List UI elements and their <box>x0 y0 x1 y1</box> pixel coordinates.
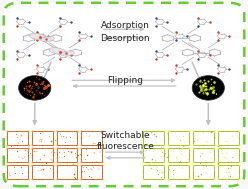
Bar <box>7 131 28 145</box>
Bar <box>7 165 28 179</box>
Ellipse shape <box>29 33 46 40</box>
Bar <box>57 165 77 179</box>
Bar <box>193 165 214 179</box>
Bar <box>143 148 164 162</box>
Bar <box>168 148 189 162</box>
Bar <box>32 148 53 162</box>
Bar <box>57 148 77 162</box>
FancyBboxPatch shape <box>4 3 244 186</box>
Bar <box>81 131 102 145</box>
Bar <box>218 131 239 145</box>
Ellipse shape <box>49 48 66 54</box>
Text: Flipping: Flipping <box>107 76 143 85</box>
Bar <box>57 131 77 145</box>
Bar <box>218 148 239 162</box>
Text: Switchable
fluorescence: Switchable fluorescence <box>96 131 154 150</box>
Ellipse shape <box>41 36 54 42</box>
Circle shape <box>192 76 224 100</box>
Bar <box>193 131 214 145</box>
Bar <box>143 131 164 145</box>
Bar <box>81 165 102 179</box>
Text: Adsorption: Adsorption <box>101 21 150 30</box>
Bar <box>143 165 164 179</box>
Bar <box>168 165 189 179</box>
Text: Desorption: Desorption <box>100 34 150 43</box>
Bar <box>32 131 53 145</box>
Bar <box>81 148 102 162</box>
Ellipse shape <box>61 51 74 56</box>
Bar <box>193 148 214 162</box>
Bar <box>7 148 28 162</box>
Circle shape <box>19 76 51 100</box>
Bar <box>168 131 189 145</box>
Bar <box>218 165 239 179</box>
Bar <box>32 165 53 179</box>
